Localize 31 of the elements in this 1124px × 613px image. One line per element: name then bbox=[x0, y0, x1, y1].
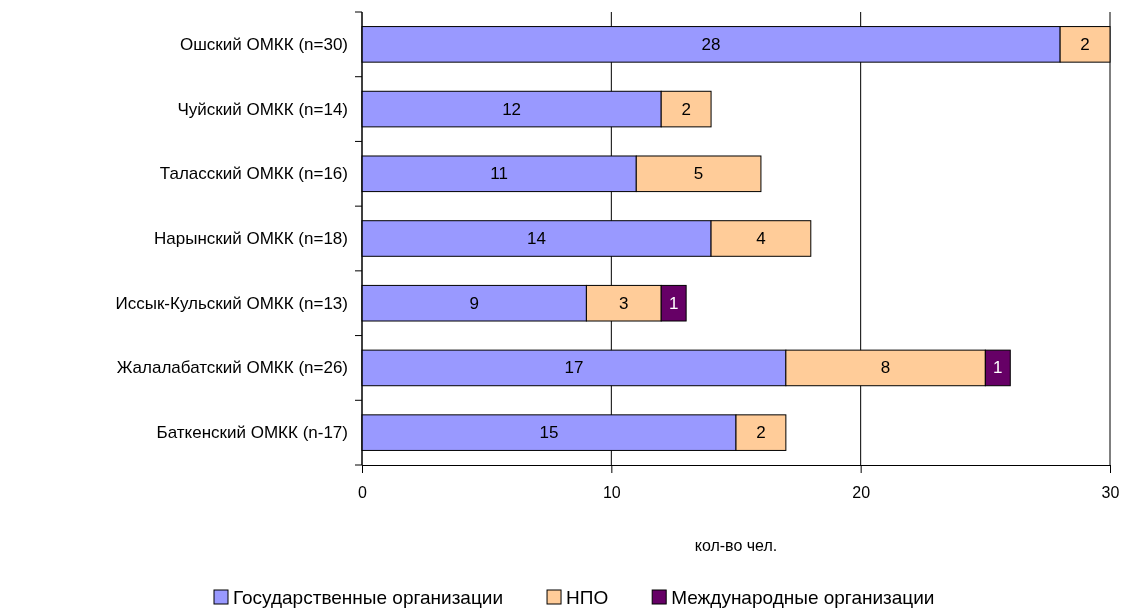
data-label: 5 bbox=[693, 164, 704, 184]
data-label: 15 bbox=[539, 423, 559, 443]
y-tick-label: Нарынский ОМКК (n=18) bbox=[154, 229, 348, 248]
data-label: 2 bbox=[756, 423, 766, 443]
data-label: 12 bbox=[502, 99, 522, 119]
data-label: 17 bbox=[564, 358, 584, 378]
data-label: 3 bbox=[619, 293, 629, 313]
data-label: 1 bbox=[668, 293, 679, 313]
x-tick-label: 10 bbox=[602, 484, 621, 502]
data-label: 9 bbox=[469, 293, 479, 313]
data-label: 28 bbox=[701, 34, 721, 54]
x-tick-label: 20 bbox=[852, 484, 871, 502]
x-axis-title: кол-во чел. bbox=[694, 537, 778, 554]
data-label: 2 bbox=[681, 99, 691, 119]
y-tick-label: Иссык-Кульский ОМКК (n=13) bbox=[115, 293, 348, 313]
data-label: 4 bbox=[756, 229, 766, 248]
y-tick-label: Таласский ОМКК (n=16) bbox=[159, 164, 348, 184]
y-tick-label: Ошский ОМКК (n=30) bbox=[179, 34, 348, 54]
legend-label: Международные организации bbox=[671, 586, 935, 608]
legend-label: Государственные организации bbox=[233, 586, 504, 608]
y-tick-label: Чуйский ОМКК (n=14) bbox=[177, 99, 348, 119]
data-label: 14 bbox=[527, 229, 546, 248]
legend-label: НПО bbox=[566, 586, 609, 608]
data-label: 1 bbox=[993, 358, 1003, 378]
data-label: 8 bbox=[880, 358, 891, 378]
x-tick-label: 30 bbox=[1101, 484, 1120, 502]
data-label: 11 bbox=[490, 164, 508, 184]
y-tick-label: Жалалабатский ОМКК (n=26) bbox=[116, 358, 348, 378]
x-tick-label: 0 bbox=[358, 484, 368, 502]
y-tick-label: Баткенский ОМКК (n-17) bbox=[156, 423, 348, 443]
data-label: 2 bbox=[1080, 34, 1090, 54]
